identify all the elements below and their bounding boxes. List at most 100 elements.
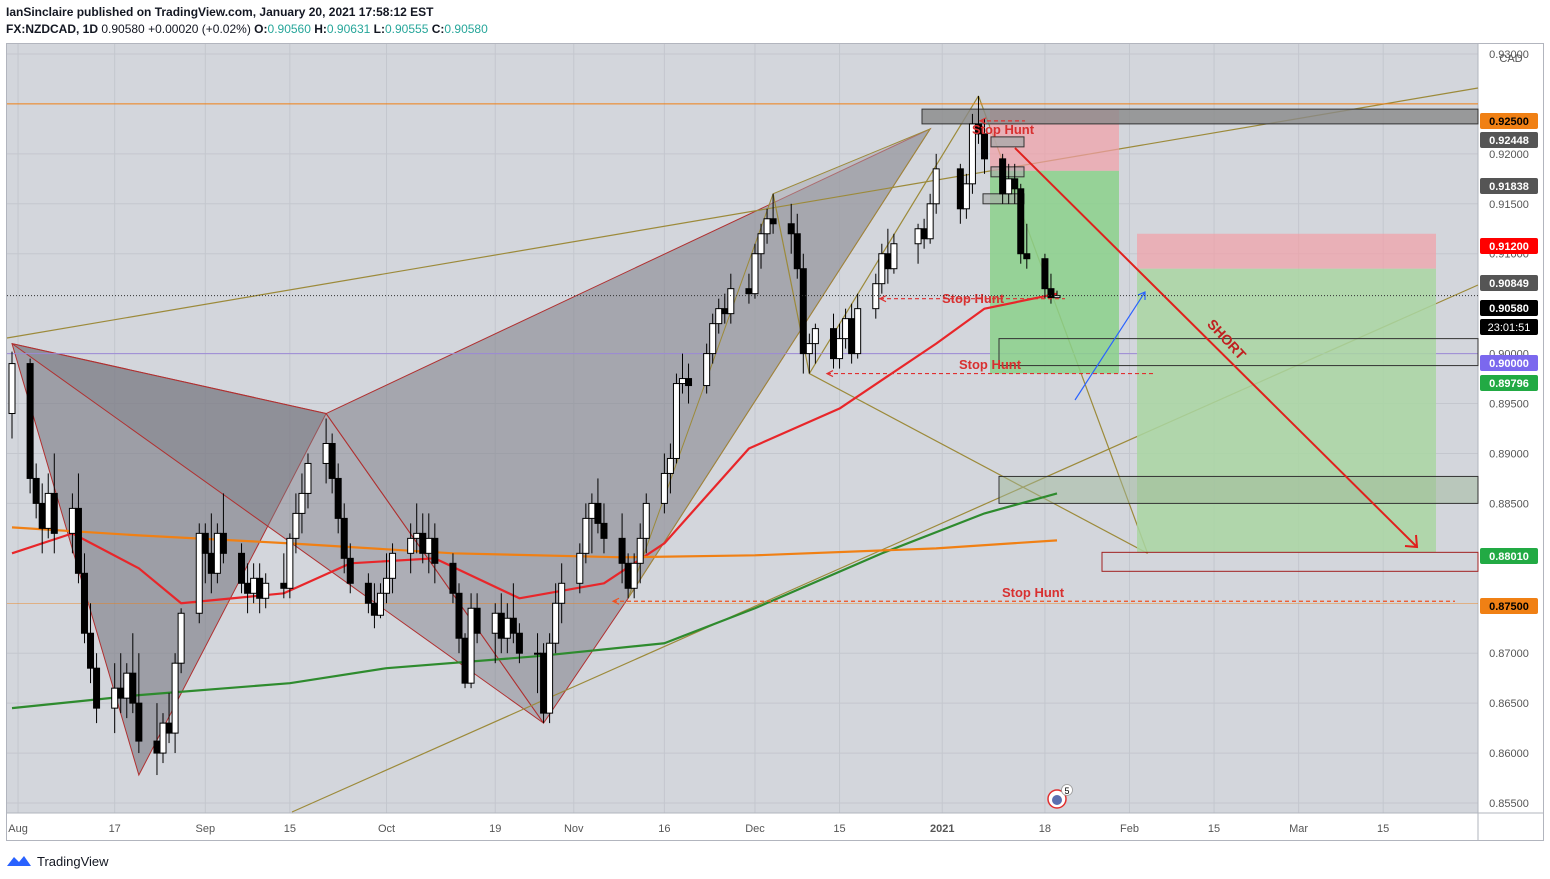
candle-body — [74, 507, 82, 574]
stop-hunt-line-1-head — [878, 295, 887, 303]
candle-body — [630, 562, 638, 589]
pattern-triangle-4 — [627, 127, 932, 599]
stop-hunt-line-top-head — [978, 117, 987, 125]
candle-body — [238, 552, 246, 584]
y-tick-label: 0.87000 — [1489, 648, 1529, 660]
price-label-bg — [1480, 178, 1538, 194]
candle-body — [968, 123, 976, 185]
open-value: 0.90560 — [267, 22, 311, 36]
candle-body — [660, 472, 668, 504]
candle-body — [642, 502, 650, 539]
x-tick-label: Mar — [1289, 823, 1308, 835]
price-label-bg — [1480, 548, 1538, 564]
candle-body — [666, 457, 674, 474]
annotation-stop-hunt-3: Stop Hunt — [959, 357, 1022, 372]
annotation-stop-hunt-2: Stop Hunt — [942, 291, 1005, 306]
candle-body — [805, 343, 813, 355]
candle-body — [981, 133, 989, 160]
y-tick-label: 0.89500 — [1489, 399, 1529, 411]
marker-icon-inner — [1052, 795, 1062, 805]
candle-body — [709, 323, 717, 355]
candle-body — [914, 228, 922, 245]
price-label-bg — [1480, 132, 1538, 148]
tradingview-logo-icon[interactable] — [6, 854, 32, 868]
candle-body — [558, 582, 566, 604]
candle-body — [920, 228, 928, 240]
price-label-bg — [1480, 238, 1538, 254]
candle-body — [497, 612, 505, 639]
annotation-stop-hunt-4: Stop Hunt — [1002, 585, 1065, 600]
annotation-stop-hunt-1: Stop Hunt — [972, 122, 1035, 137]
zone-box-low — [998, 475, 1479, 504]
candle-body — [1011, 178, 1019, 190]
open-label: O: — [254, 22, 268, 36]
candle-body — [751, 253, 759, 295]
stop-hunt-line-2-head — [825, 370, 834, 378]
candle-body — [292, 512, 300, 539]
short-target-zone-2 — [1137, 268, 1436, 553]
marker-badge-count: 5 — [1064, 786, 1069, 796]
candle-body — [213, 532, 221, 574]
y-tick-label: 0.89000 — [1489, 448, 1529, 460]
candle-body — [346, 557, 354, 584]
footer-brand[interactable]: TradingView — [37, 853, 109, 869]
short-target-zone-1 — [990, 170, 1119, 374]
candle-body — [582, 517, 590, 554]
time-axis-background — [7, 813, 1543, 840]
ohlc-line: FX:NZDCAD, 1D 0.90580 +0.00020 (+0.02%) … — [6, 22, 488, 36]
candle-body — [745, 288, 753, 295]
candle-body — [340, 517, 348, 559]
candle-body — [177, 612, 185, 664]
marker-badge-bg — [1061, 784, 1073, 796]
candle-body — [389, 552, 397, 579]
candle-body — [165, 722, 173, 734]
candle-body — [376, 592, 384, 616]
candle-body — [431, 537, 439, 564]
candle-body — [515, 632, 523, 654]
candle-body — [872, 283, 880, 310]
x-tick-label: Aug — [8, 823, 28, 835]
price-label: 0.90849 — [1489, 278, 1529, 290]
candle-body — [1005, 178, 1013, 195]
candle-body — [491, 612, 499, 634]
candle-body — [672, 383, 680, 459]
candle-body — [111, 687, 119, 709]
candle-body — [678, 378, 686, 385]
candle-body — [364, 582, 372, 604]
price-axis-background — [1478, 44, 1543, 813]
chart-frame[interactable] — [6, 43, 1544, 841]
candle-body — [799, 268, 807, 355]
symbol-label[interactable]: FX:NZDCAD, 1D — [6, 22, 98, 36]
candle-body — [207, 552, 215, 574]
high-label: H: — [314, 22, 327, 36]
x-tick-label: Dec — [745, 823, 765, 835]
candle-body — [256, 577, 264, 599]
countdown-bg — [1480, 319, 1538, 335]
candle-body — [594, 502, 602, 524]
candle-body — [419, 532, 427, 554]
last-price: 0.90580 — [101, 22, 145, 36]
y-tick-label: 0.85500 — [1489, 798, 1529, 810]
y-tick-label: 0.88500 — [1489, 498, 1529, 510]
candle-body — [322, 442, 330, 464]
price-label-bg — [1480, 355, 1538, 371]
candle-body — [509, 617, 517, 634]
footer: TradingView — [6, 851, 109, 871]
x-tick-label: 19 — [489, 823, 501, 835]
candle-body — [50, 492, 58, 534]
candle-body — [262, 582, 270, 599]
candle-body — [87, 632, 95, 669]
candle-body — [956, 168, 964, 210]
x-tick-label: 17 — [109, 823, 121, 835]
candle-body — [68, 507, 76, 534]
price-label: 0.88010 — [1489, 551, 1529, 563]
ema-slow-line — [11, 526, 1058, 559]
candle-body — [793, 233, 801, 270]
price-label: 0.91838 — [1489, 181, 1529, 193]
candle-body — [129, 672, 137, 704]
candle-body — [26, 363, 34, 479]
mini-box-2 — [990, 166, 1025, 178]
candle-body — [201, 532, 209, 554]
candle-body — [38, 502, 46, 529]
